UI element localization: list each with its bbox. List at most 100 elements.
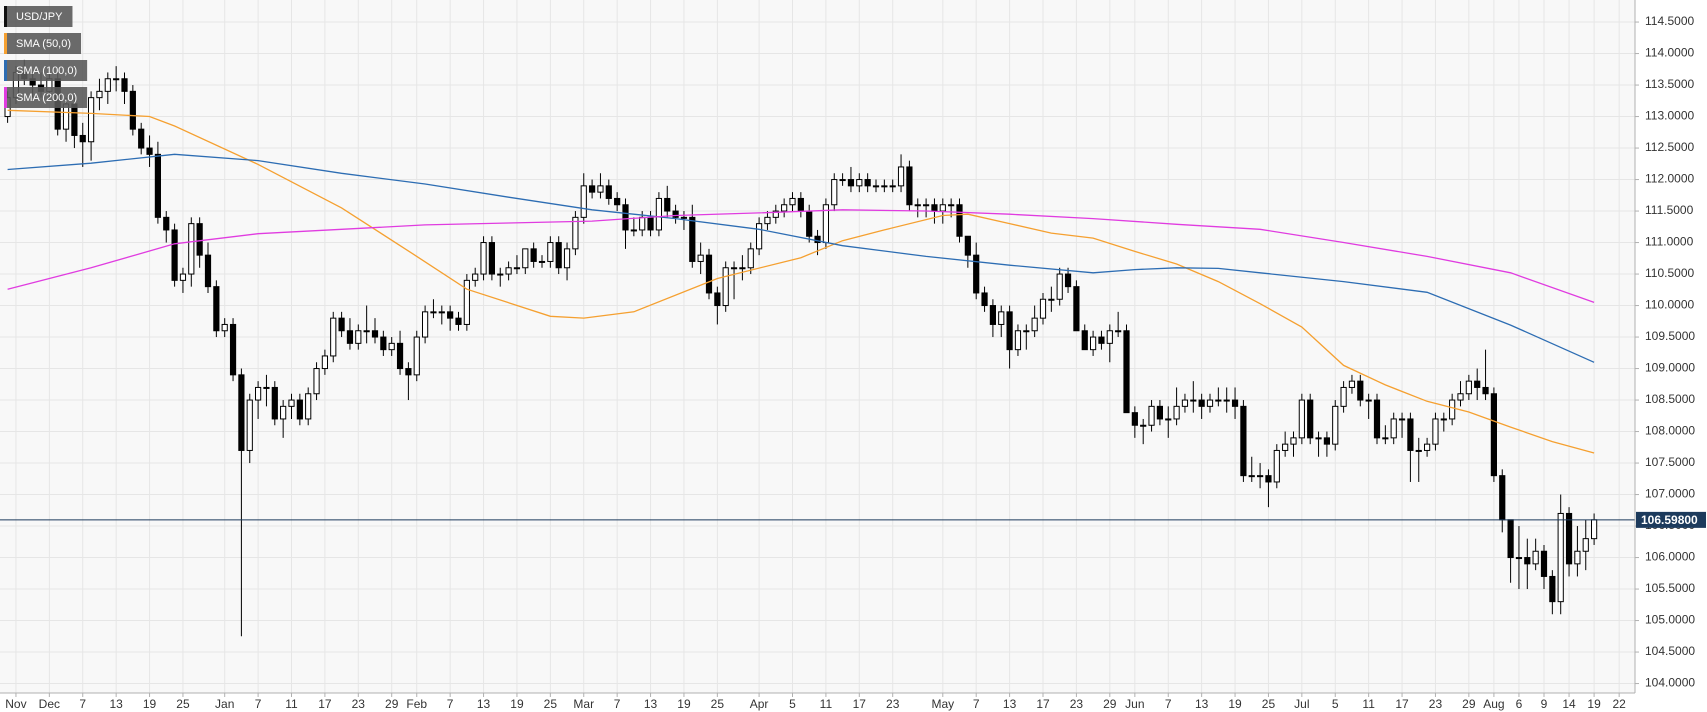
candle-body [422, 311, 429, 338]
candle-body [789, 197, 796, 206]
candle-body [505, 267, 512, 275]
candle-body [363, 330, 370, 333]
x-tick-label: 29 [1103, 697, 1117, 711]
candle-body [88, 97, 95, 143]
x-tick-label: Apr [750, 697, 769, 711]
x-tick-label: 13 [1003, 697, 1017, 711]
candle-body [480, 242, 487, 275]
candle-body [563, 248, 571, 269]
candle-body [1440, 418, 1447, 421]
x-tick-label: 9 [1541, 697, 1548, 711]
candle-body [1591, 519, 1598, 540]
y-tick-label: 110.0000 [1645, 298, 1694, 312]
candle-body [71, 103, 78, 136]
candle-body [313, 368, 320, 395]
candle-body [1098, 336, 1105, 344]
candle-body [380, 336, 387, 351]
candle-body [1340, 386, 1347, 407]
candle-body [998, 311, 1005, 325]
candle-body [1031, 317, 1038, 332]
candle-body [1115, 330, 1122, 333]
x-tick-label: Dec [39, 697, 60, 711]
x-tick-label: 7 [614, 697, 621, 711]
candle-body [1524, 557, 1531, 565]
candle-body [1540, 550, 1548, 577]
candle-body [956, 204, 963, 237]
candle-body [655, 197, 662, 231]
y-tick-label: 104.5000 [1645, 644, 1695, 658]
x-tick-label: 23 [1070, 697, 1084, 711]
candle-body [1565, 512, 1573, 565]
x-tick-label: 25 [176, 697, 190, 711]
candle-body [647, 216, 654, 231]
candle-body [96, 90, 103, 99]
x-tick-label: Aug [1483, 697, 1504, 711]
legend-box [4, 87, 88, 108]
candle-body [1499, 475, 1506, 521]
x-tick-label: 17 [1395, 697, 1409, 711]
x-tick-label: 17 [1036, 697, 1050, 711]
candle-body [939, 204, 946, 212]
sma-line [7, 109, 1595, 454]
candle-body [1365, 399, 1372, 402]
candle-body [396, 342, 404, 370]
candle-body [897, 166, 905, 187]
y-tick-label: 111.0000 [1645, 235, 1694, 249]
candle-body [538, 260, 546, 263]
candle-body [847, 179, 855, 187]
candle-body [906, 166, 913, 206]
x-tick-label: 25 [1262, 697, 1276, 711]
candle-body [614, 197, 621, 206]
candle-body [472, 273, 479, 281]
candle-body [605, 185, 612, 199]
x-tick-label: 19 [677, 697, 691, 711]
y-tick-label: 105.5000 [1645, 581, 1695, 595]
candle-body [864, 179, 871, 187]
candle-body [1081, 330, 1088, 351]
candle-body [1357, 380, 1364, 401]
candle-body [255, 386, 262, 401]
candle-body [1131, 412, 1138, 426]
last-price-label: 106.59800 [1641, 513, 1698, 527]
x-tick-label: 23 [352, 697, 366, 711]
candle-body [1231, 399, 1239, 407]
candle-body [1465, 380, 1472, 395]
candle-body [756, 223, 763, 250]
candle-body [246, 399, 253, 451]
candle-body [438, 311, 445, 314]
candle-body [814, 235, 821, 244]
y-tick-label: 104.0000 [1645, 676, 1695, 690]
candle-body [1064, 273, 1072, 288]
candle-body [430, 311, 437, 314]
legend-box [4, 6, 73, 27]
x-tick-label: 22 [1612, 697, 1626, 711]
candle-body [547, 242, 554, 262]
x-tick-label: 7 [973, 697, 980, 711]
x-tick-label: Nov [5, 697, 26, 711]
candle-body [213, 286, 220, 332]
x-tick-label: 5 [789, 697, 796, 711]
legend-label: SMA (50,0) [16, 38, 71, 50]
candle-body [330, 317, 337, 357]
legend-swatch [4, 6, 7, 27]
candle-body [1156, 405, 1164, 420]
candle-body [1173, 405, 1180, 420]
x-tick-label: Jun [1125, 697, 1144, 711]
candle-body [1432, 418, 1439, 445]
candle-body [204, 254, 212, 288]
y-tick-label: 106.0000 [1645, 550, 1695, 564]
x-tick-label: 13 [1195, 697, 1209, 711]
candle-body [964, 235, 971, 256]
candle-body [113, 78, 120, 81]
y-tick-label: 107.5000 [1645, 455, 1695, 469]
x-tick-label: 29 [385, 697, 399, 711]
candle-body [1206, 399, 1214, 407]
candle-body [856, 179, 863, 187]
candle-body [1582, 538, 1589, 552]
candle-body [1332, 405, 1339, 445]
candle-body [104, 78, 111, 92]
marks [0, 59, 1635, 637]
x-tick-label: 29 [1462, 697, 1476, 711]
candle-body [1490, 393, 1498, 477]
legend-box [4, 60, 88, 81]
